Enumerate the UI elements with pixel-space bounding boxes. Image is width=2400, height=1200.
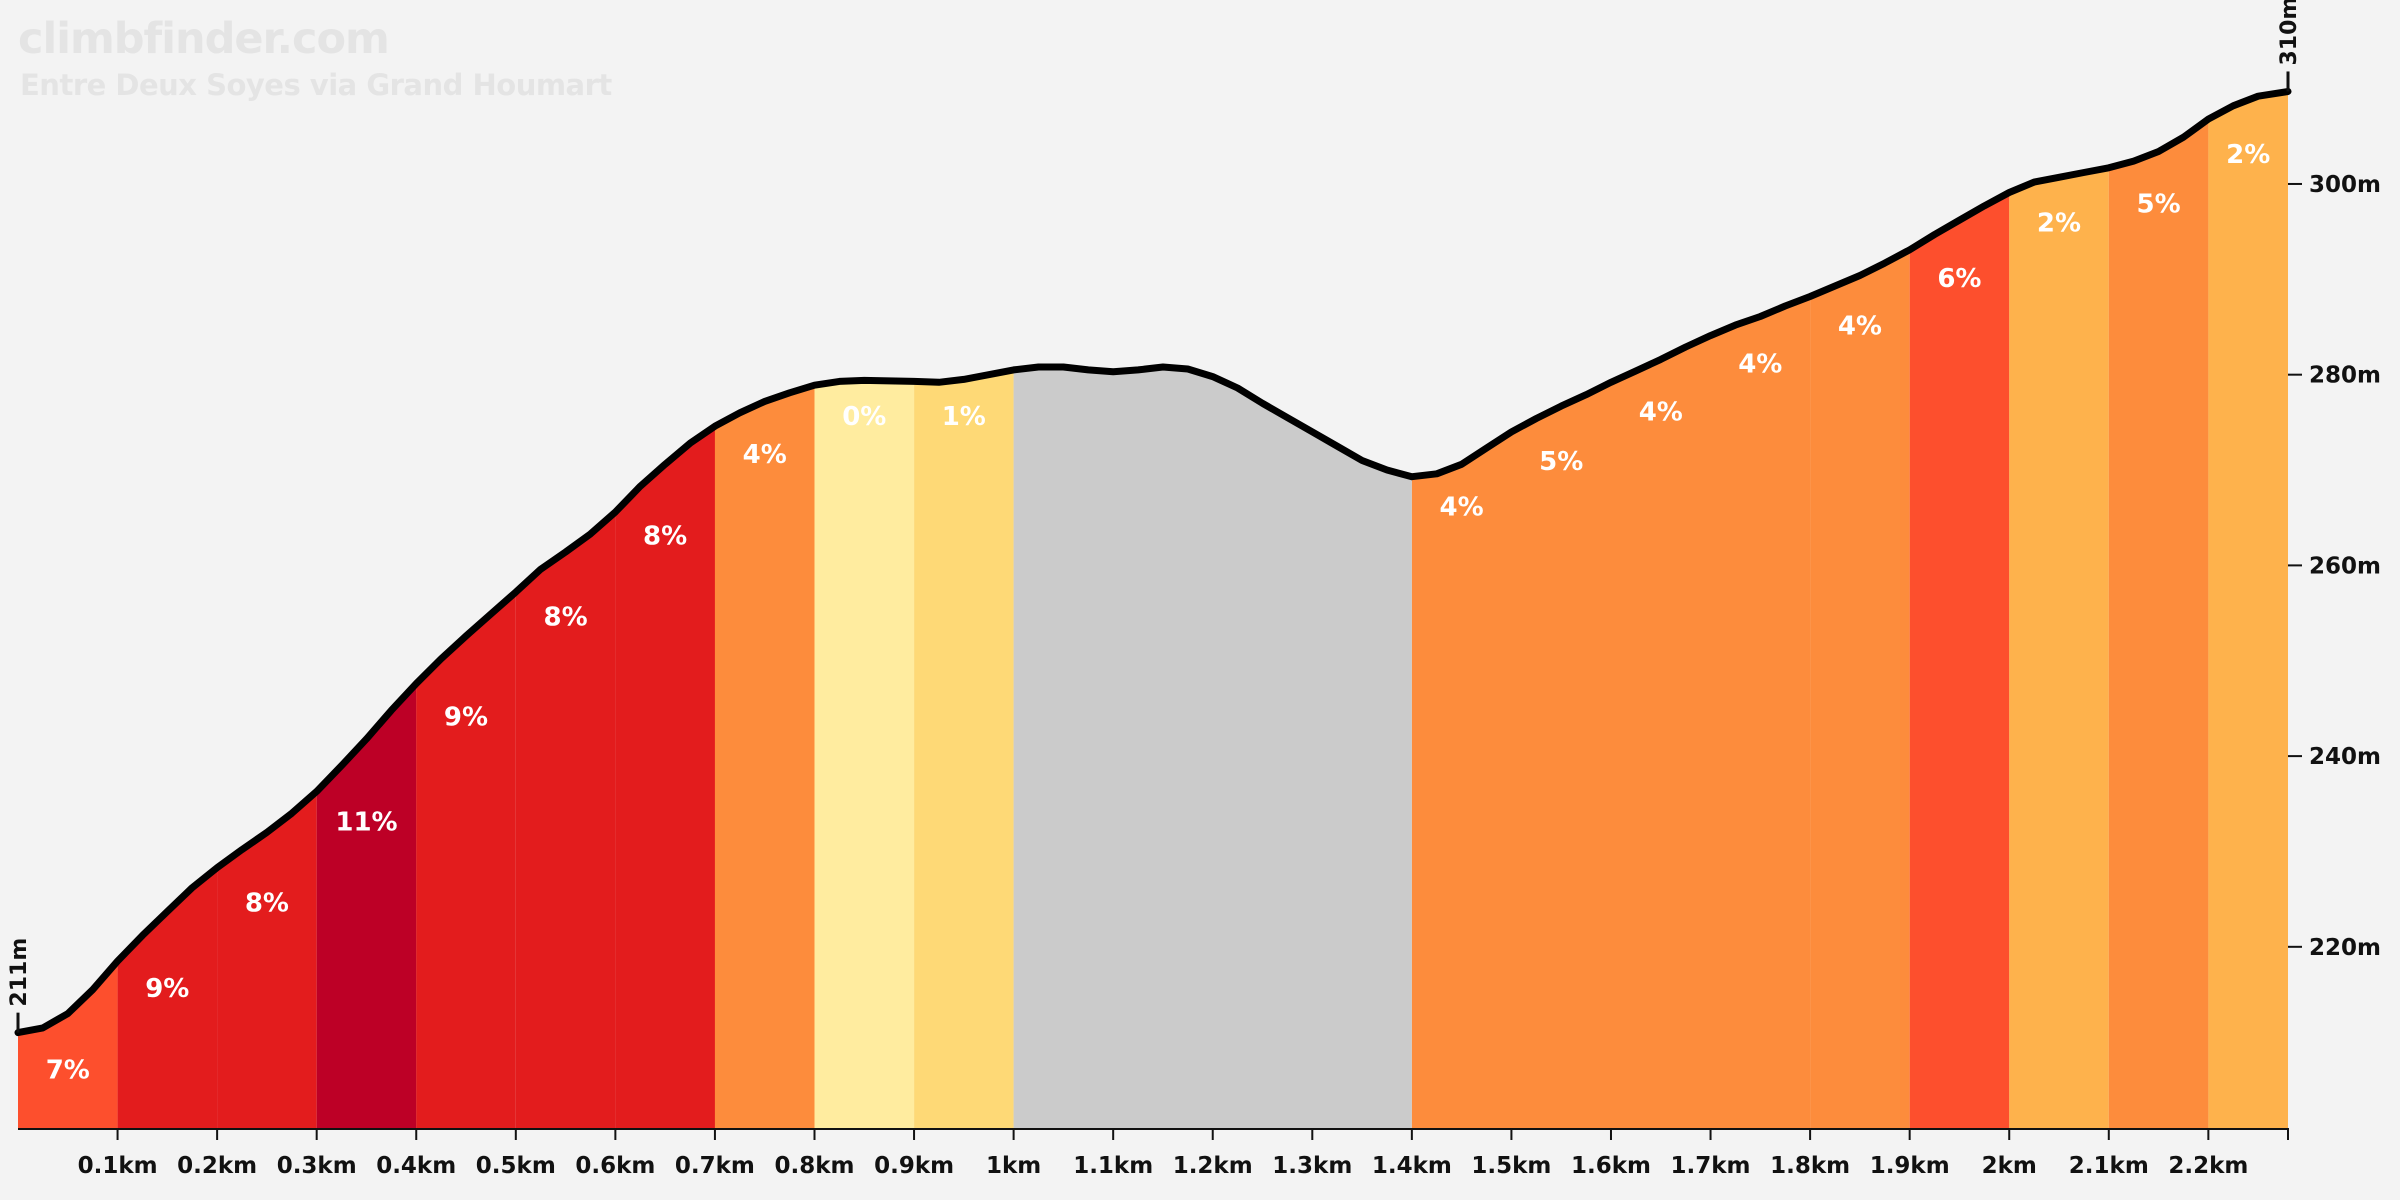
gradient-segment — [117, 91, 218, 1128]
x-tick-label: 0.9km — [874, 1153, 954, 1179]
grade-label: 9% — [444, 703, 488, 733]
grade-label: 4% — [1639, 397, 1683, 427]
gradient-segment — [1611, 91, 1711, 1128]
grade-label: 2% — [2037, 209, 2081, 239]
gradient-segment — [18, 91, 118, 1128]
x-tick-label: 1.7km — [1670, 1153, 1750, 1179]
site-watermark: climbfinder.com — [18, 14, 390, 64]
y-tick-label: 220m — [2309, 935, 2381, 961]
x-axis: 0.1km 0.2km 0.3km 0.4km 0.5km 0.6km 0.7km 0.8km… — [18, 1128, 2289, 1179]
y-tick-label: 280m — [2309, 363, 2381, 389]
gradient-segment — [217, 91, 317, 1128]
gradient-segment — [2009, 91, 2109, 1128]
x-tick-label: 2.1km — [2069, 1153, 2149, 1179]
grade-label: 1% — [942, 402, 986, 432]
start-elevation-label: 211m — [7, 938, 32, 1007]
gradient-segment — [2208, 91, 2288, 1128]
grade-label: 7% — [46, 1055, 90, 1085]
gradient-segment — [615, 91, 715, 1128]
elevation-line — [14, 88, 2292, 1037]
gradient-segment — [1411, 91, 1512, 1128]
gradient-segment — [1013, 91, 1412, 1128]
grade-labels: 7% 9% 8% 11% 9% 8% 8% 4% 0% 1% 4% 5% 4% 4% 4% 6% 2% 5% 2% — [46, 140, 2271, 1085]
x-tick-label: 0.6km — [575, 1153, 655, 1179]
gradient-segment — [1710, 91, 1811, 1128]
grade-label: 4% — [1738, 350, 1782, 380]
x-tick-label: 1.9km — [1870, 1153, 1950, 1179]
x-tick-label: 1.1km — [1073, 1153, 1153, 1179]
gradient-segment — [1810, 91, 1910, 1128]
x-tick-label: 2km — [1982, 1153, 2037, 1179]
x-tick-label: 0.4km — [376, 1153, 456, 1179]
x-tick-label: 0.2km — [177, 1153, 257, 1179]
climb-name-watermark: Entre Deux Soyes via Grand Houmart — [20, 68, 612, 102]
elevation-end-labels: 211m 310m — [7, 0, 2302, 1033]
gradient-segment — [316, 91, 417, 1128]
y-tick-label: 240m — [2309, 744, 2381, 770]
x-tick-label: 0.5km — [476, 1153, 556, 1179]
grade-label: 8% — [544, 602, 588, 632]
gradient-segment — [914, 91, 1014, 1128]
gradient-segment — [814, 91, 915, 1128]
gradient-segment — [714, 91, 815, 1128]
end-elevation-label: 310m — [2277, 0, 2302, 66]
y-tick-label: 260m — [2309, 553, 2381, 579]
grade-label: 0% — [842, 402, 886, 432]
grade-label: 4% — [1838, 312, 1882, 342]
x-tick-label: 1km — [986, 1153, 1041, 1179]
grade-label: 8% — [643, 521, 687, 551]
grade-label: 5% — [1539, 447, 1583, 477]
x-tick-label: 0.3km — [277, 1153, 357, 1179]
x-tick-label: 1.8km — [1770, 1153, 1850, 1179]
x-tick-label: 1.3km — [1272, 1153, 1352, 1179]
x-tick-label: 1.5km — [1471, 1153, 1551, 1179]
x-tick-label: 0.1km — [78, 1153, 158, 1179]
y-tick-label: 300m — [2309, 172, 2381, 198]
y-axis: 220m 240m 260m 280m 300m — [2288, 172, 2381, 961]
grade-label: 8% — [245, 888, 289, 918]
gradient-segment — [1511, 91, 1611, 1128]
x-tick-label: 1.2km — [1173, 1153, 1253, 1179]
grade-label: 6% — [1937, 264, 1981, 294]
x-tick-label: 0.8km — [774, 1153, 854, 1179]
x-tick-label: 0.7km — [675, 1153, 755, 1179]
x-tick-label: 1.4km — [1372, 1153, 1452, 1179]
grade-label: 2% — [2226, 140, 2270, 170]
x-tick-label: 2.2km — [2168, 1153, 2248, 1179]
grade-label: 4% — [743, 440, 787, 470]
grade-label: 5% — [2137, 189, 2181, 219]
x-tick-label: 1.6km — [1571, 1153, 1651, 1179]
gradient-segment — [1909, 91, 2010, 1128]
grade-label: 4% — [1440, 493, 1484, 523]
gradient-segment — [2108, 91, 2209, 1128]
gradient-segment — [416, 91, 516, 1128]
grade-label: 9% — [145, 974, 189, 1004]
gradient-segments — [18, 91, 2288, 1128]
gradient-segment — [515, 91, 616, 1128]
grade-label: 11% — [335, 807, 397, 837]
